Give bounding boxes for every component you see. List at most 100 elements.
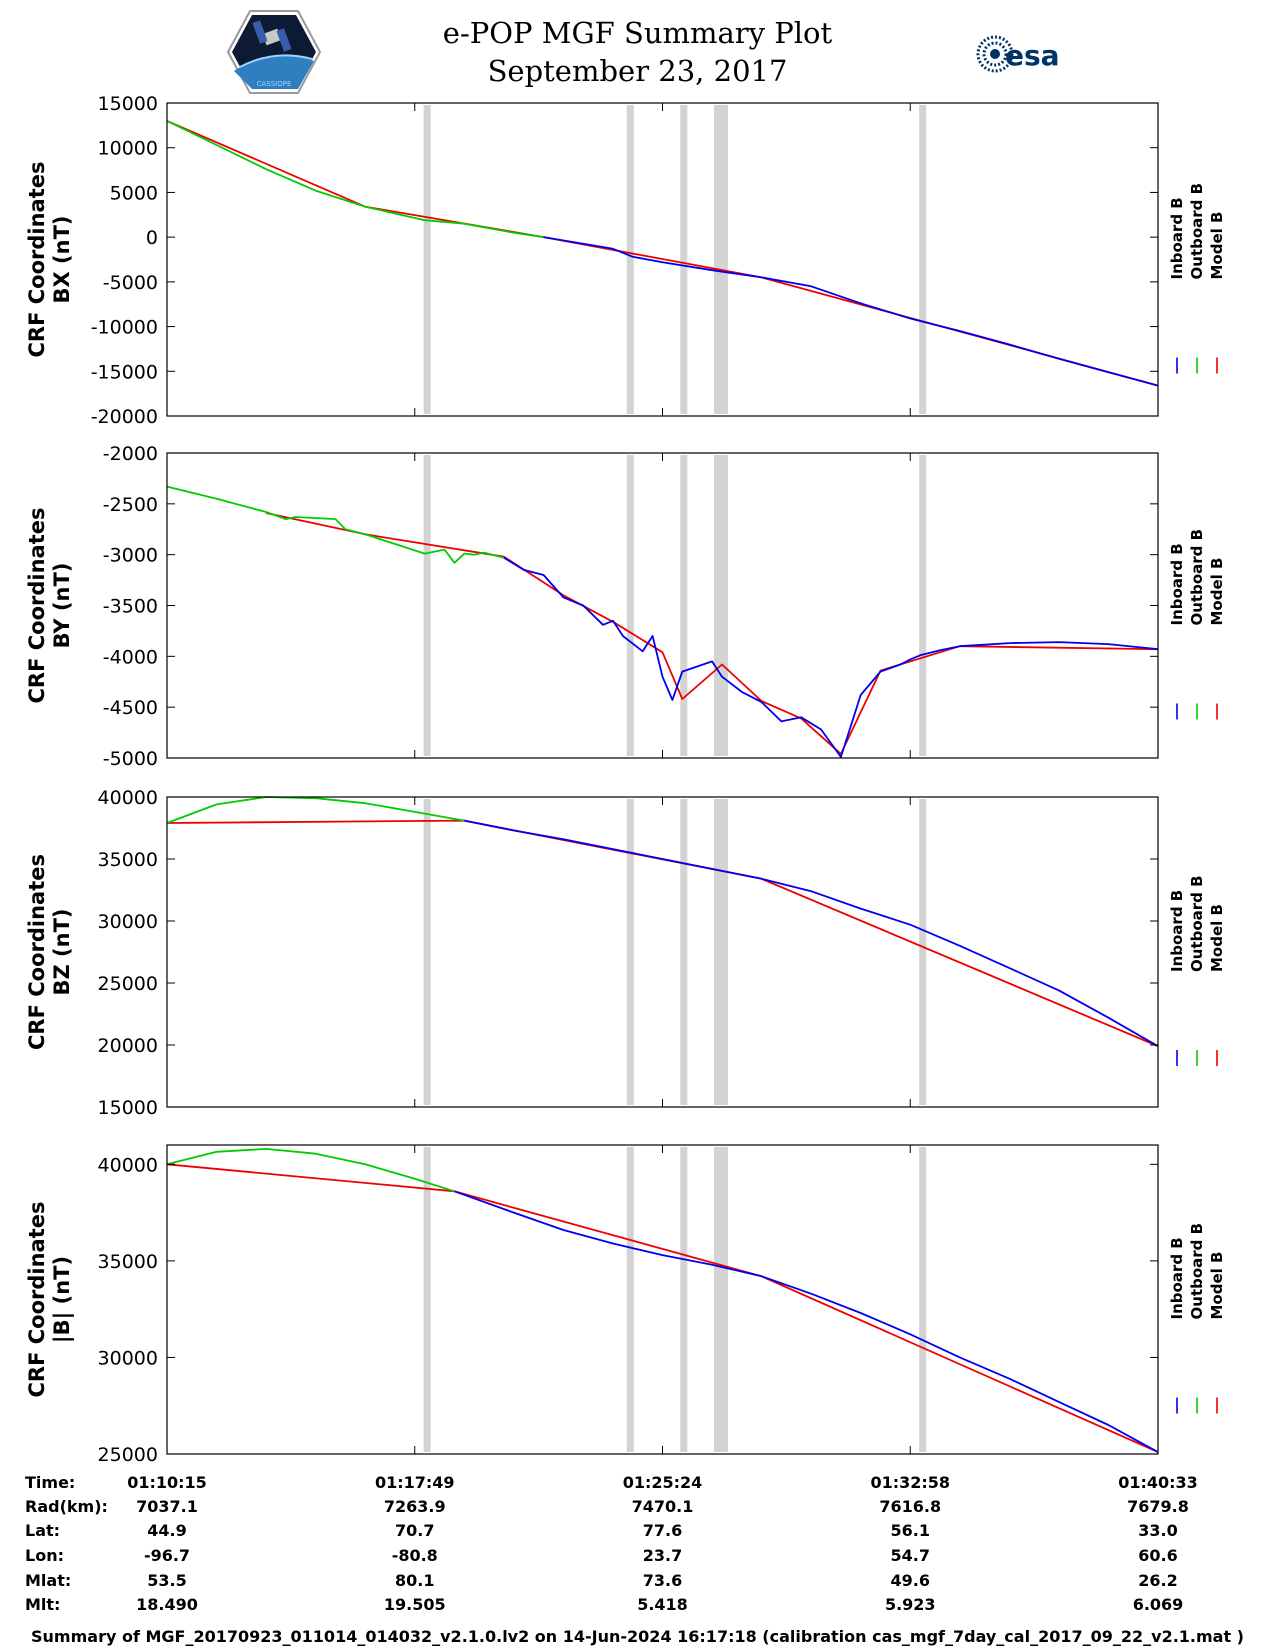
series-inboard-b-bmag xyxy=(454,1190,1159,1453)
info-cell-4-4: 26.2 xyxy=(1138,1571,1177,1590)
plot-title: e-POP MGF Summary Plot xyxy=(442,16,833,50)
info-row-label-1: Rad(km): xyxy=(25,1497,108,1516)
cassiope-logo-text: CASSIOPE xyxy=(257,80,292,88)
ytick-label-bz-4: 20000 xyxy=(98,1035,158,1057)
info-cell-3-1: 7616.8 xyxy=(879,1497,941,1516)
data-gap-by-0 xyxy=(423,455,431,756)
ytick-label-bx-2: 5000 xyxy=(110,182,158,204)
info-cell-0-3: -96.7 xyxy=(144,1546,190,1565)
legend-label-bz-2: Model B xyxy=(1208,904,1226,972)
info-cell-2-0: 01:25:24 xyxy=(623,1473,703,1492)
legend-label-bx-2: Model B xyxy=(1208,212,1226,280)
ytick-label-by-5: -4500 xyxy=(103,697,158,719)
data-gap-by-1 xyxy=(626,455,634,756)
axes-frame-by xyxy=(166,452,1159,759)
data-gap-bx-2 xyxy=(680,105,688,414)
data-gap-by-3 xyxy=(714,455,722,756)
ytick-label-bmag-3: 25000 xyxy=(98,1444,158,1466)
info-row-label-5: Mlt: xyxy=(25,1595,60,1614)
ylabel-by-line2: BY (nT) xyxy=(50,563,74,649)
ytick-label-bx-6: -15000 xyxy=(91,361,158,383)
series-inboard-b-bx xyxy=(543,236,1159,387)
legend-label-by-2: Model B xyxy=(1208,558,1226,626)
ylabel-bmag-line2: |B| (nT) xyxy=(50,1256,75,1343)
info-cell-0-4: 53.5 xyxy=(147,1571,186,1590)
plot-date: September 23, 2017 xyxy=(487,54,788,88)
info-cell-1-5: 19.505 xyxy=(384,1595,446,1614)
series-inboard-b-bz xyxy=(464,819,1159,1047)
legend-label-bz-1: Outboard B xyxy=(1188,875,1206,972)
series-outboard-b-bmag xyxy=(166,1148,455,1193)
ytick-label-bx-5: -10000 xyxy=(91,317,158,339)
data-gap-bz-4 xyxy=(720,799,728,1105)
series-model-b-bmag xyxy=(166,1163,1159,1453)
info-cell-2-1: 7470.1 xyxy=(632,1497,694,1516)
ytick-label-bmag-2: 30000 xyxy=(98,1347,158,1369)
ytick-label-bz-5: 15000 xyxy=(98,1097,158,1119)
data-gap-bx-0 xyxy=(423,105,431,414)
legend-label-bx-1: Outboard B xyxy=(1188,183,1206,280)
info-cell-4-2: 33.0 xyxy=(1138,1521,1177,1540)
ytick-label-bz-2: 30000 xyxy=(98,911,158,933)
ytick-label-bz-0: 40000 xyxy=(98,787,158,809)
esa-logo: esa xyxy=(976,35,1060,73)
series-outboard-b-bx xyxy=(166,120,544,238)
ylabel-bz-line1: CRF Coordinates xyxy=(25,854,49,1050)
series-outboard-b-by xyxy=(166,485,505,564)
axes-frame-bmag xyxy=(166,1144,1159,1455)
ylabel-bx-line1: CRF Coordinates xyxy=(25,162,49,358)
cassiope-logo: CASSIOPE xyxy=(226,10,322,94)
series-model-b-bz xyxy=(166,819,1159,1048)
ylabel-by-line1: CRF Coordinates xyxy=(25,508,49,704)
data-gap-bz-0 xyxy=(423,799,431,1105)
data-gap-bx-4 xyxy=(720,105,728,414)
ytick-label-by-6: -5000 xyxy=(103,748,158,770)
data-gap-bx-1 xyxy=(626,105,634,414)
legend-label-bmag-0: Inboard B xyxy=(1168,1237,1186,1319)
ytick-label-by-0: -2000 xyxy=(103,443,158,465)
ytick-label-bz-3: 25000 xyxy=(98,973,158,995)
ytick-label-bx-4: -5000 xyxy=(103,272,158,294)
ytick-label-by-2: -3000 xyxy=(103,545,158,567)
ylabel-bz-line2: BZ (nT) xyxy=(50,908,74,995)
ytick-label-bmag-1: 35000 xyxy=(98,1251,158,1273)
data-gap-bmag-4 xyxy=(720,1147,728,1452)
info-cell-4-3: 60.6 xyxy=(1138,1546,1177,1565)
series-model-b-bx xyxy=(166,120,1159,387)
ytick-label-bmag-0: 40000 xyxy=(98,1154,158,1176)
ylabel-bmag-line1: CRF Coordinates xyxy=(25,1202,49,1398)
series-model-b-by xyxy=(265,512,1159,755)
info-cell-4-1: 7679.8 xyxy=(1127,1497,1189,1516)
info-cell-2-3: 23.7 xyxy=(643,1546,682,1565)
axes-frame-bz xyxy=(166,796,1159,1108)
info-cell-1-1: 7263.9 xyxy=(384,1497,446,1516)
title-block: e-POP MGF Summary Plot September 23, 201… xyxy=(0,14,1275,90)
legend-label-bmag-2: Model B xyxy=(1208,1252,1226,1320)
info-cell-3-4: 49.6 xyxy=(891,1571,930,1590)
info-cell-4-5: 6.069 xyxy=(1133,1595,1184,1614)
ytick-label-bx-0: 15000 xyxy=(98,93,158,115)
legend-label-bx-0: Inboard B xyxy=(1168,197,1186,279)
series-inboard-b-by xyxy=(503,556,1159,758)
info-cell-1-3: -80.8 xyxy=(392,1546,438,1565)
ytick-label-by-4: -4000 xyxy=(103,646,158,668)
info-cell-3-5: 5.923 xyxy=(885,1595,936,1614)
info-cell-3-0: 01:32:58 xyxy=(870,1473,950,1492)
data-gap-bmag-1 xyxy=(626,1147,634,1452)
esa-logo-text: esa xyxy=(1005,39,1060,72)
ytick-label-bx-3: 0 xyxy=(146,227,158,249)
info-row-label-3: Lon: xyxy=(25,1546,64,1565)
panel-bmag: 40000 35000 30000 25000 CRF Coordinates |B| (… xyxy=(25,1144,1226,1466)
info-cell-0-0: 01:10:15 xyxy=(127,1473,207,1492)
data-gap-bmag-5 xyxy=(919,1147,927,1452)
ytick-label-by-1: -2500 xyxy=(103,494,158,516)
footer-summary: Summary of MGF_20170923_011014_014032_v2… xyxy=(31,1627,1244,1646)
info-row-label-4: Mlat: xyxy=(25,1571,71,1590)
panel-bz: 40000 35000 30000 25000 20000 15000 CRF Coordi… xyxy=(25,787,1226,1119)
ytick-label-by-3: -3500 xyxy=(103,596,158,618)
ylabel-bx-line2: BX (nT) xyxy=(50,216,74,304)
ytick-label-bx-7: -20000 xyxy=(91,406,158,428)
data-gap-bz-1 xyxy=(626,799,634,1105)
ytick-label-bz-1: 35000 xyxy=(98,849,158,871)
info-cell-1-2: 70.7 xyxy=(395,1521,434,1540)
